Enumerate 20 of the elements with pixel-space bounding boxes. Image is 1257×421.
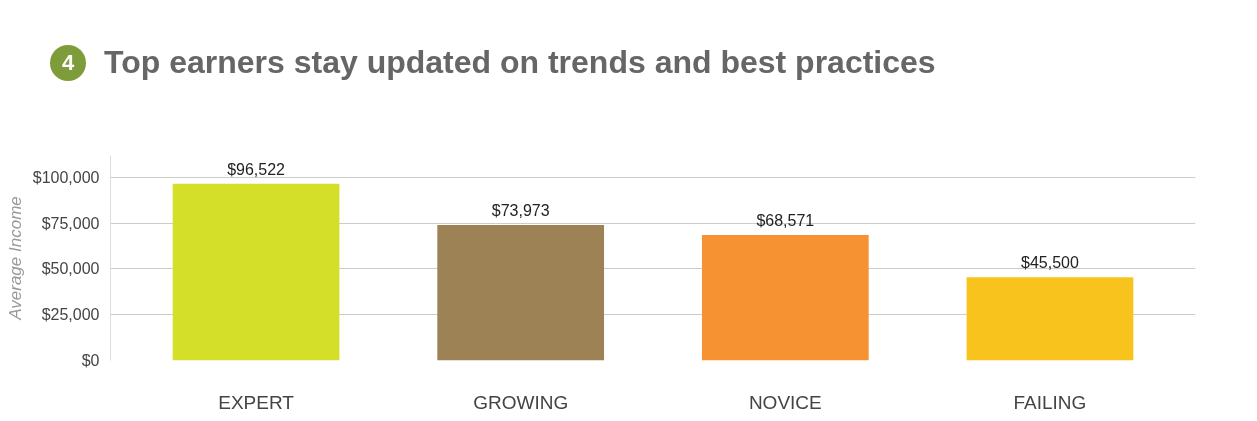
bar [966,277,1134,361]
y-tick-label: $75,000 [41,214,100,232]
data-label: $73,973 [491,202,550,220]
chart-title: Top earners stay updated on trends and best practices [104,44,936,80]
x-tick-label: EXPERT [218,391,295,413]
y-tick-label: $25,000 [41,306,100,324]
bar [172,183,340,361]
y-axis-title: Average Income [5,196,25,321]
bar [437,225,605,361]
y-tick-label: $100,000 [32,168,100,186]
data-label: $68,571 [756,211,815,229]
data-label: $96,522 [227,160,286,178]
x-tick-label: NOVICE [748,391,822,413]
bar [701,234,869,361]
x-tick-label: FAILING [1013,391,1087,413]
data-label: $45,500 [1021,254,1079,272]
x-tick-label: GROWING [473,391,569,413]
y-tick-label: $50,000 [41,260,100,278]
text: 4 [50,44,86,81]
y-tick-label: $0 [81,352,100,369]
